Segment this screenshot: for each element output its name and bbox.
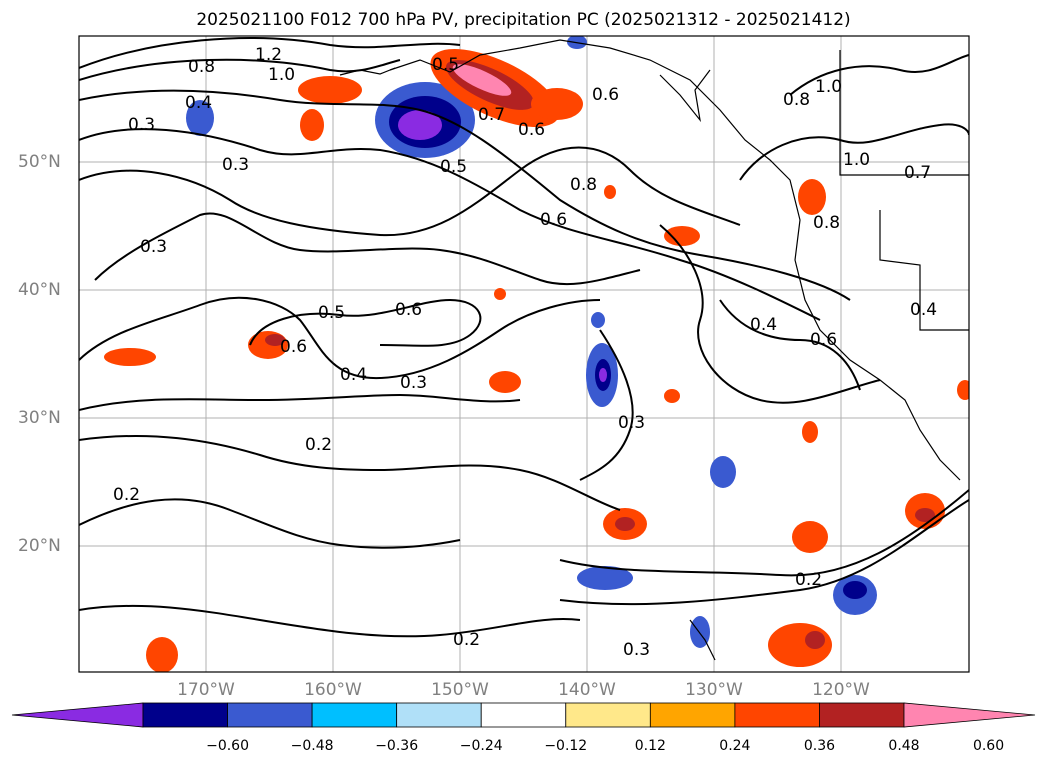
colorbar-tick-label: −0.12 <box>544 738 588 754</box>
contour-label: 1.2 <box>255 45 282 65</box>
contour-label: 0.8 <box>188 57 215 77</box>
contour-label: 0.4 <box>750 315 777 335</box>
contour-label: 0.5 <box>432 55 459 75</box>
contour-label: 0.5 <box>440 157 467 177</box>
lon-label: 150°W <box>431 680 489 700</box>
colorbar-segment <box>565 702 651 728</box>
contour-label: 0.4 <box>340 365 367 385</box>
lon-label: 170°W <box>177 680 235 700</box>
precip-anomaly-shading <box>104 36 969 672</box>
colorbar-tick-label: 0.24 <box>719 738 751 754</box>
colorbar-tick-label: 0.48 <box>888 738 920 754</box>
map-frame <box>78 35 970 673</box>
contour-label: 0.6 <box>810 330 837 350</box>
colorbar-tick-label: 0.60 <box>972 738 1005 754</box>
contour-label: 0.6 <box>540 210 567 230</box>
colorbar-extend-low <box>11 702 144 728</box>
colorbar-segment <box>396 702 482 728</box>
contour-label: 0.3 <box>618 413 645 433</box>
contour-label: 0.8 <box>783 90 810 110</box>
contour-labels: 1.2 1.0 0.8 0.4 0.3 0.3 0.5 0.5 0.7 0.6 … <box>113 45 937 660</box>
lat-label: 30°N <box>18 408 61 428</box>
lon-label: 140°W <box>558 680 616 700</box>
contour-label: 1.0 <box>843 150 870 170</box>
pv-contours <box>79 37 969 638</box>
contour-label: 0.4 <box>910 300 937 320</box>
contour-label: 0.2 <box>113 485 140 505</box>
lon-label: 120°W <box>812 680 870 700</box>
contour-label: 0.8 <box>570 175 597 195</box>
colorbar-segment <box>649 702 736 728</box>
contour-label: 0.6 <box>395 300 422 320</box>
contour-label: 0.2 <box>305 435 332 455</box>
colorbar-tick-label: −0.36 <box>375 738 419 754</box>
colorbar <box>11 702 1036 728</box>
contour-label: 0.6 <box>518 120 545 140</box>
lat-label: 40°N <box>18 280 61 300</box>
lon-label: 130°W <box>685 680 743 700</box>
contour-label: 0.7 <box>478 105 505 125</box>
colorbar-tick-label: 0.12 <box>634 738 666 754</box>
colorbar-tick-label: −0.60 <box>206 738 249 754</box>
contour-label: 0.6 <box>592 85 619 105</box>
contour-label: 0.6 <box>280 337 307 357</box>
contour-label: 0.3 <box>400 373 427 393</box>
colorbar-tick-label: −0.24 <box>459 738 503 754</box>
lat-label: 20°N <box>18 536 61 556</box>
contour-label: 0.3 <box>222 155 249 175</box>
coastlines <box>339 39 969 661</box>
contour-label: 0.2 <box>795 570 822 590</box>
contour-label: 0.3 <box>623 640 650 660</box>
colorbar-segment <box>480 702 567 728</box>
contour-label: 1.0 <box>268 65 295 85</box>
colorbar-tick-label: −0.48 <box>290 738 334 754</box>
contour-label: 0.3 <box>140 237 167 257</box>
colorbar-segment <box>311 702 398 728</box>
map-title: 2025021100 F012 700 hPa PV, precipitatio… <box>196 10 851 30</box>
contour-label: 0.7 <box>904 163 931 183</box>
contour-label: 0.3 <box>128 115 155 135</box>
lat-label: 50°N <box>18 152 61 172</box>
contour-label: 0.5 <box>318 303 345 323</box>
contour-label: 1.0 <box>815 77 842 97</box>
contour-label: 0.2 <box>453 630 480 650</box>
colorbar-extend-high <box>903 702 1036 728</box>
colorbar-segment <box>734 702 820 728</box>
contour-label: 0.8 <box>813 213 840 233</box>
contour-label: 0.4 <box>185 93 212 113</box>
colorbar-tick-label: 0.36 <box>803 738 836 754</box>
colorbar-segment <box>227 702 313 728</box>
colorbar-segment <box>819 702 905 728</box>
lon-label: 160°W <box>304 680 362 700</box>
colorbar-segment <box>142 702 228 728</box>
